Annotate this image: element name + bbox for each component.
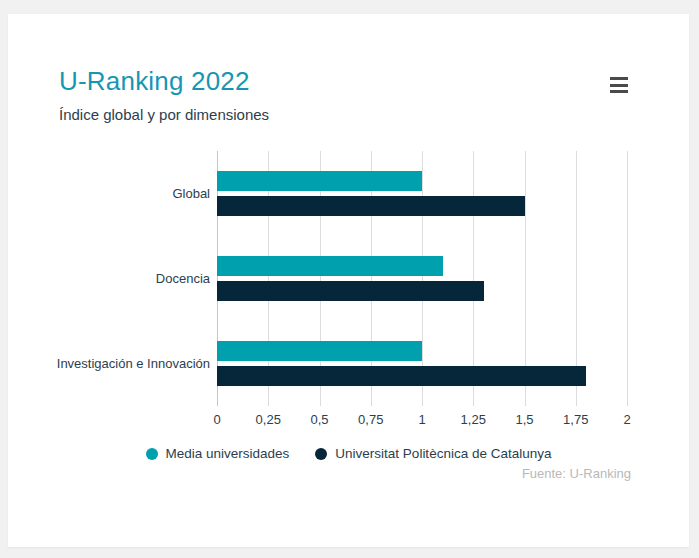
legend-swatch-icon <box>146 448 158 460</box>
legend-label: Media universidades <box>166 446 290 461</box>
category-label: Investigación e Innovación <box>8 321 210 406</box>
bar-media-1[interactable] <box>217 171 422 191</box>
hamburger-icon <box>610 77 628 93</box>
bar-media-3[interactable] <box>217 341 422 361</box>
x-tick-label: 1,25 <box>461 412 486 427</box>
bar-upc-2[interactable] <box>217 281 484 301</box>
category-label: Global <box>8 151 210 236</box>
source-note: Fuente: U-Ranking <box>522 466 631 481</box>
x-tick-label: 1,5 <box>515 412 533 427</box>
plot-area <box>217 151 627 406</box>
category-band <box>217 236 627 321</box>
x-tick-label: 0 <box>213 412 220 427</box>
legend-swatch-icon <box>315 448 327 460</box>
chart-card: U-Ranking 2022 Índice global y por dimen… <box>8 14 689 547</box>
x-tick-label: 0,5 <box>310 412 328 427</box>
x-tick-label: 1,75 <box>563 412 588 427</box>
bar-media-2[interactable] <box>217 256 443 276</box>
chart-subtitle: Índice global y por dimensiones <box>59 106 269 123</box>
category-band <box>217 321 627 406</box>
x-axis: 00,250,50,7511,251,51,752 <box>217 412 627 430</box>
chart-menu-button[interactable] <box>608 76 630 94</box>
chart-title: U-Ranking 2022 <box>59 66 250 97</box>
legend-item-upc[interactable]: Universitat Politècnica de Catalunya <box>315 446 551 461</box>
x-tick-label: 0,25 <box>256 412 281 427</box>
category-band <box>217 151 627 236</box>
category-label: Docencia <box>8 236 210 321</box>
bar-upc-1[interactable] <box>217 196 525 216</box>
legend-label: Universitat Politècnica de Catalunya <box>335 446 551 461</box>
legend: Media universidades Universitat Politècni… <box>8 446 689 461</box>
legend-item-media[interactable]: Media universidades <box>146 446 290 461</box>
bar-upc-3[interactable] <box>217 366 586 386</box>
gridline <box>627 151 628 406</box>
x-tick-label: 1 <box>418 412 425 427</box>
x-tick-label: 0,75 <box>358 412 383 427</box>
y-axis-category-labels: GlobalDocenciaInvestigación e Innovación <box>8 151 210 406</box>
x-tick-label: 2 <box>623 412 630 427</box>
